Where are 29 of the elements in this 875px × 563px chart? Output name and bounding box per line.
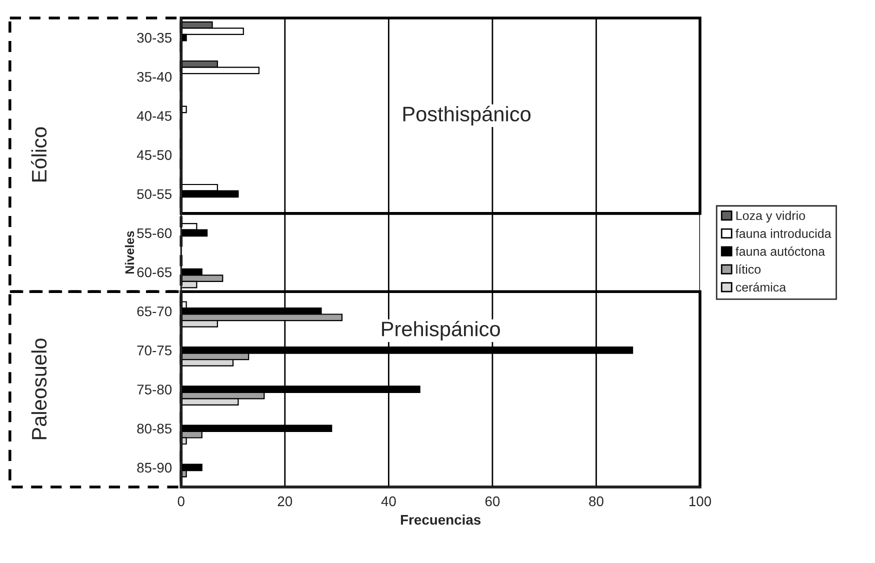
x-tick-label: 100 (689, 496, 712, 506)
legend-label: lítico (736, 264, 761, 274)
x-tick-label: 20 (278, 496, 292, 506)
legend-label: cerámica (736, 282, 786, 292)
y-tick-label: 40-45 (136, 111, 172, 121)
text: Eólico (31, 127, 47, 182)
y-tick-label: 70-75 (137, 346, 172, 356)
legend-label: Loza y vidrio (736, 210, 806, 223)
x-tick-label: 40 (381, 496, 396, 506)
y-axis-title: Niveles (124, 231, 134, 274)
x-axis-title: Frecuencias (400, 514, 481, 525)
x-tick-label: 80 (589, 496, 604, 506)
legend-label: fauna introducida (736, 228, 832, 238)
annotation: Prehispánico (382, 320, 500, 340)
y-tick-label: 55-60 (137, 228, 172, 238)
y-tick-label: 60-65 (137, 267, 172, 278)
y-tick-label: 50-55 (137, 189, 172, 200)
y-tick-label: 85-90 (137, 462, 172, 473)
text: Paleosuelo (31, 338, 47, 440)
y-tick-label: 75-80 (137, 384, 172, 394)
legend-label: fauna autóctona (736, 246, 826, 256)
y-tick-label: 65-70 (137, 306, 172, 316)
y-tick-label: 80-85 (137, 424, 172, 434)
x-tick-label: 0 (178, 496, 184, 506)
y-tick-label: 35-40 (137, 72, 172, 82)
annotation: Posthispánico (403, 106, 530, 126)
y-tick-label: 45-50 (136, 150, 172, 160)
y-tick-label: 30-35 (137, 32, 172, 43)
x-tick-label: 60 (485, 496, 500, 506)
